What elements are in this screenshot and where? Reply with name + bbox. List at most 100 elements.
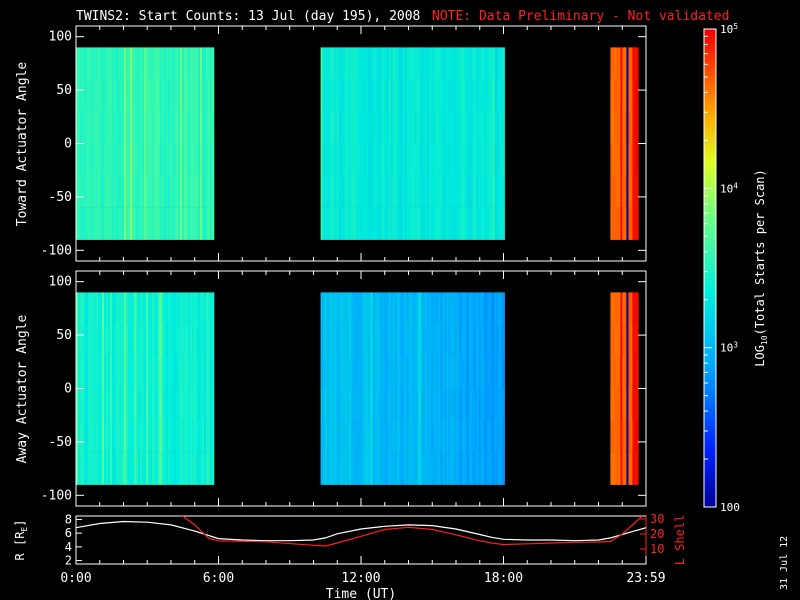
heatmap-cell	[410, 175, 413, 208]
heatmap-cell	[500, 207, 503, 240]
heatmap-cell	[198, 452, 201, 485]
heatmap-cell	[112, 207, 115, 240]
heatmap-cell	[88, 47, 91, 80]
heatmap-cell	[196, 452, 199, 485]
heatmap-cell	[122, 111, 125, 144]
heatmap-cell	[88, 324, 91, 357]
heatmap-cell	[418, 47, 421, 80]
heatmap-cell	[404, 356, 407, 389]
heatmap-cell	[84, 452, 87, 485]
heatmap-cell	[210, 452, 213, 485]
heatmap-cell	[402, 356, 405, 389]
heatmap-cell	[450, 356, 453, 389]
heatmap-cell	[86, 207, 89, 240]
heatmap-cell	[484, 47, 487, 80]
heatmap-cell	[394, 292, 397, 325]
heatmap-cell	[408, 175, 411, 208]
heatmap-cell	[370, 207, 373, 240]
heatmap-cell	[330, 452, 333, 485]
heatmap-cell	[430, 388, 433, 421]
heatmap-cell	[140, 111, 143, 144]
heatmap-cell	[168, 324, 171, 357]
heatmap-cell	[624, 452, 627, 485]
heatmap-cell	[474, 292, 477, 325]
heatmap-cell	[86, 356, 89, 389]
heatmap-cell	[90, 175, 93, 208]
heatmap-cell	[454, 111, 457, 144]
heatmap-cell	[158, 388, 161, 421]
heatmap-cell	[420, 47, 423, 80]
heatmap-cell	[616, 79, 619, 112]
heatmap-cell	[176, 452, 179, 485]
heatmap-cell	[380, 420, 383, 453]
heatmap-cell	[428, 388, 431, 421]
heatmap-cell	[338, 388, 341, 421]
heatmap-cell	[208, 79, 211, 112]
heatmap-cell	[146, 356, 149, 389]
heatmap-cell	[188, 111, 191, 144]
heatmap-cell	[124, 47, 127, 80]
heatmap-cell	[406, 356, 409, 389]
heatmap-cell	[468, 207, 471, 240]
heatmap-cell	[186, 79, 189, 112]
heatmap-cell	[110, 388, 113, 421]
heatmap-cell	[384, 207, 387, 240]
heatmap-cell	[368, 175, 371, 208]
heatmap-cell	[494, 292, 497, 325]
heatmap-cell	[392, 292, 395, 325]
heatmap-cell	[162, 143, 165, 176]
heatmap-cell	[164, 452, 167, 485]
heatmap-cell	[158, 452, 161, 485]
heatmap-cell	[452, 111, 455, 144]
heatmap-cell	[380, 175, 383, 208]
heatmap-cell	[362, 356, 365, 389]
heatmap-cell	[406, 79, 409, 112]
heatmap-cell	[446, 356, 449, 389]
heatmap-cell	[322, 207, 325, 240]
heatmap-cell	[484, 143, 487, 176]
heatmap-cell	[396, 175, 399, 208]
heatmap-cell	[432, 79, 435, 112]
heatmap-cell	[612, 452, 615, 485]
heatmap-cell	[464, 111, 467, 144]
heatmap-cell	[198, 47, 201, 80]
heatmap-cell	[430, 79, 433, 112]
heatmap-cell	[456, 452, 459, 485]
heatmap-cell	[344, 388, 347, 421]
heatmap-cell	[630, 207, 633, 240]
heatmap-cell	[628, 79, 631, 112]
heatmap-cell	[398, 207, 401, 240]
heatmap-cell	[424, 324, 427, 357]
heatmap-cell	[620, 420, 623, 453]
heatmap-cell	[182, 356, 185, 389]
heatmap-cell	[458, 388, 461, 421]
heatmap-cell	[88, 143, 91, 176]
heatmap-cell	[452, 356, 455, 389]
heatmap-cell	[164, 292, 167, 325]
heatmap-cell	[332, 356, 335, 389]
heatmap-cell	[350, 111, 353, 144]
heatmap-cell	[402, 452, 405, 485]
heatmap-cell	[138, 388, 141, 421]
heatmap-cell	[106, 292, 109, 325]
heatmap-cell	[478, 111, 481, 144]
heatmap-cell	[206, 324, 209, 357]
heatmap-cell	[328, 420, 331, 453]
heatmap-cell	[78, 111, 81, 144]
ytick-label: 100	[49, 30, 72, 45]
heatmap-cell	[614, 143, 617, 176]
heatmap-cell	[106, 175, 109, 208]
heatmap-cell	[154, 207, 157, 240]
heatmap-cell	[340, 356, 343, 389]
heatmap-cell	[126, 175, 129, 208]
heatmap-cell	[164, 388, 167, 421]
heatmap-cell	[394, 175, 397, 208]
heatmap-cell	[378, 143, 381, 176]
heatmap-cell	[106, 420, 109, 453]
heatmap-cell	[84, 143, 87, 176]
heatmap-cell	[426, 324, 429, 357]
heatmap-cell	[482, 175, 485, 208]
heatmap-cell	[102, 143, 105, 176]
heatmap-cell	[378, 356, 381, 389]
heatmap-cell	[76, 420, 79, 453]
